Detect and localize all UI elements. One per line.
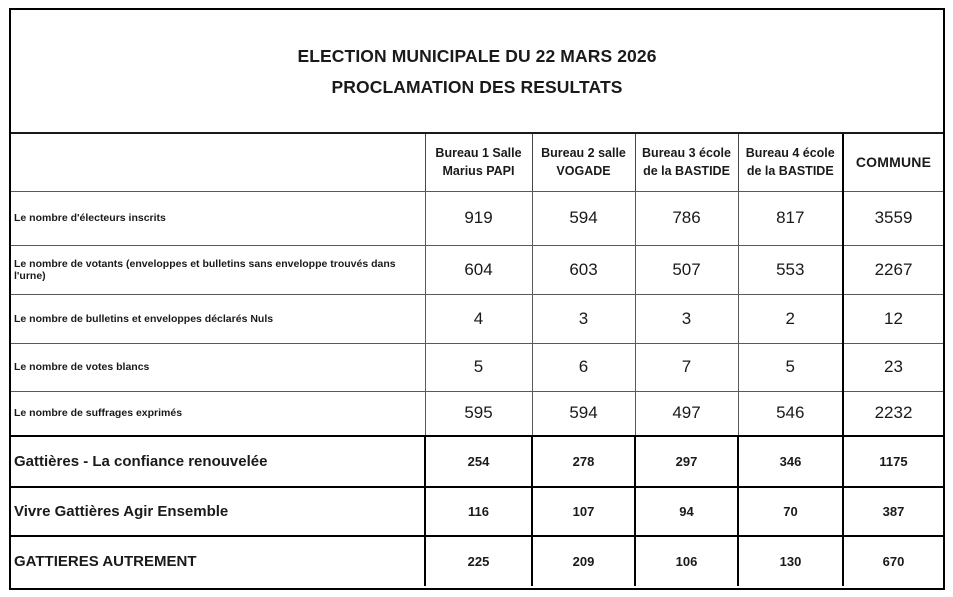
value-cell: 106	[635, 535, 739, 586]
value-cell: 116	[425, 486, 533, 537]
document-page: ELECTION MUNICIPALE DU 22 MARS 2026 PROC…	[9, 8, 945, 590]
value-cell: 107	[532, 486, 636, 537]
value-cell-commune: 3559	[842, 191, 943, 246]
value-cell: 603	[532, 245, 636, 295]
value-cell: 5	[425, 343, 533, 392]
column-header-line: Bureau 3 école	[642, 146, 731, 161]
value-cell: 594	[532, 391, 636, 437]
column-header-line: de la BASTIDE	[643, 164, 730, 179]
row-bulletins-nuls: Le nombre de bulletins et enveloppes déc…	[11, 294, 943, 344]
value-cell: 254	[425, 435, 533, 488]
value-cell: 817	[738, 191, 844, 246]
row-liste-vivre-gattieres: Vivre Gattières Agir Ensemble 116 107 94…	[11, 486, 943, 537]
value-cell: 546	[738, 391, 844, 437]
value-cell: 278	[532, 435, 636, 488]
row-label: Le nombre de bulletins et enveloppes déc…	[11, 294, 426, 344]
value-cell: 4	[425, 294, 533, 344]
row-liste-confiance-renouvelee: Gattières - La confiance renouvelée 254 …	[11, 435, 943, 488]
value-cell-commune: 12	[842, 294, 943, 344]
row-votants: Le nombre de votants (enveloppes et bull…	[11, 245, 943, 295]
row-votes-blancs: Le nombre de votes blancs 5 6 7 5 23	[11, 343, 943, 392]
value-cell: 225	[425, 535, 533, 586]
value-cell-commune: 670	[842, 535, 943, 586]
column-header-line: VOGADE	[556, 164, 611, 179]
value-cell: 2	[738, 294, 844, 344]
table-header-row: Bureau 1 Salle Marius PAPI Bureau 2 sall…	[11, 132, 943, 192]
value-cell: 3	[635, 294, 739, 344]
value-cell: 604	[425, 245, 533, 295]
value-cell: 553	[738, 245, 844, 295]
value-cell-commune: 23	[842, 343, 943, 392]
column-header-line: de la BASTIDE	[746, 164, 834, 179]
row-label: Le nombre de votes blancs	[11, 343, 426, 392]
title-line-1: ELECTION MUNICIPALE DU 22 MARS 2026	[297, 46, 657, 66]
results-table: Bureau 1 Salle Marius PAPI Bureau 2 sall…	[11, 132, 943, 586]
value-cell: 5	[738, 343, 844, 392]
value-cell: 594	[532, 191, 636, 246]
value-cell: 3	[532, 294, 636, 344]
column-header-bureau-4: Bureau 4 école de la BASTIDE	[738, 132, 844, 192]
candidate-label: Gattières - La confiance renouvelée	[11, 435, 426, 488]
candidate-label: GATTIERES AUTREMENT	[11, 535, 426, 586]
value-cell: 919	[425, 191, 533, 246]
value-cell-commune: 1175	[842, 435, 943, 488]
value-cell: 595	[425, 391, 533, 437]
column-header-line: Marius PAPI	[442, 164, 515, 179]
column-header-commune: COMMUNE	[842, 132, 943, 192]
row-liste-gattieres-autrement: GATTIERES AUTREMENT 225 209 106 130 670	[11, 535, 943, 586]
value-cell: 346	[738, 435, 844, 488]
candidate-label: Vivre Gattières Agir Ensemble	[11, 486, 426, 537]
value-cell: 497	[635, 391, 739, 437]
column-header-line: Bureau 2 salle	[541, 146, 626, 161]
header-empty-cell	[11, 132, 426, 192]
column-header-bureau-3: Bureau 3 école de la BASTIDE	[635, 132, 739, 192]
value-cell: 6	[532, 343, 636, 392]
document-title: ELECTION MUNICIPALE DU 22 MARS 2026 PROC…	[11, 10, 943, 132]
column-header-bureau-2: Bureau 2 salle VOGADE	[532, 132, 636, 192]
value-cell: 297	[635, 435, 739, 488]
column-header-line: Bureau 4 école	[745, 146, 835, 161]
column-header-line: Bureau 1 Salle	[435, 146, 522, 161]
value-cell: 130	[738, 535, 844, 586]
value-cell: 209	[532, 535, 636, 586]
value-cell: 94	[635, 486, 739, 537]
row-label: Le nombre d'électeurs inscrits	[11, 191, 426, 246]
value-cell: 70	[738, 486, 844, 537]
value-cell: 507	[635, 245, 739, 295]
value-cell-commune: 2267	[842, 245, 943, 295]
value-cell: 7	[635, 343, 739, 392]
title-line-2: PROCLAMATION DES RESULTATS	[331, 77, 623, 97]
value-cell: 786	[635, 191, 739, 246]
row-suffrages-exprimes: Le nombre de suffrages exprimés 595 594 …	[11, 391, 943, 437]
row-label: Le nombre de suffrages exprimés	[11, 391, 426, 437]
value-cell-commune: 2232	[842, 391, 943, 437]
row-label: Le nombre de votants (enveloppes et bull…	[11, 245, 426, 295]
row-electeurs-inscrits: Le nombre d'électeurs inscrits 919 594 7…	[11, 191, 943, 246]
column-header-bureau-1: Bureau 1 Salle Marius PAPI	[425, 132, 533, 192]
value-cell-commune: 387	[842, 486, 943, 537]
